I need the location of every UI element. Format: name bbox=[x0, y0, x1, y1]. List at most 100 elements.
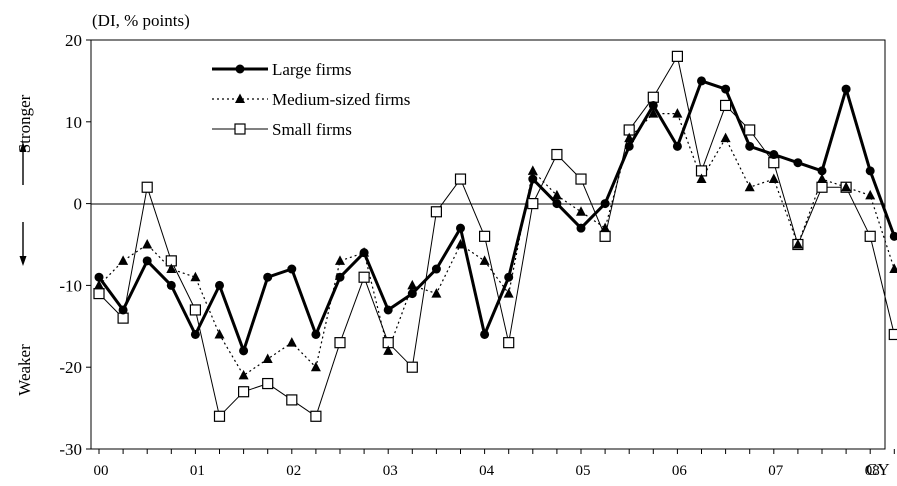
series-markers-0 bbox=[94, 76, 897, 356]
data-point bbox=[865, 166, 875, 176]
legend-label: Large firms bbox=[272, 60, 351, 79]
data-point bbox=[118, 255, 129, 265]
data-point bbox=[358, 271, 370, 283]
data-point bbox=[744, 124, 756, 136]
data-point bbox=[551, 189, 562, 200]
x-axis-label: CY bbox=[866, 460, 890, 479]
legend-label: Medium-sized firms bbox=[272, 90, 410, 109]
data-point bbox=[744, 181, 755, 192]
data-point bbox=[768, 157, 780, 169]
data-point bbox=[551, 148, 563, 161]
data-point bbox=[816, 181, 828, 193]
data-point bbox=[335, 255, 345, 265]
legend-marker bbox=[235, 64, 245, 74]
data-point bbox=[888, 328, 897, 341]
data-point bbox=[480, 329, 490, 339]
data-point bbox=[359, 248, 369, 258]
year-label: 01 bbox=[190, 463, 205, 479]
data-point bbox=[94, 279, 104, 290]
data-point bbox=[141, 181, 153, 193]
data-point bbox=[406, 361, 418, 373]
data-point bbox=[768, 173, 779, 184]
data-point bbox=[383, 305, 393, 315]
data-point bbox=[527, 198, 539, 210]
y-tick-label: -20 bbox=[59, 358, 82, 377]
data-point bbox=[745, 141, 755, 151]
data-point bbox=[696, 173, 707, 184]
data-point bbox=[817, 166, 827, 176]
data-point bbox=[118, 305, 128, 315]
data-point bbox=[215, 280, 224, 290]
data-point bbox=[383, 345, 394, 355]
data-point bbox=[286, 337, 297, 347]
data-point bbox=[719, 99, 732, 112]
year-label: 05 bbox=[576, 463, 591, 479]
legend-marker bbox=[235, 93, 245, 103]
data-point bbox=[624, 132, 635, 143]
data-point bbox=[576, 206, 586, 216]
data-point bbox=[600, 222, 611, 233]
data-point bbox=[263, 272, 273, 282]
data-point bbox=[697, 76, 706, 86]
data-point bbox=[335, 272, 345, 282]
weaker-arrow-head bbox=[19, 256, 27, 266]
data-point bbox=[238, 386, 250, 398]
data-point bbox=[648, 100, 658, 110]
data-point bbox=[720, 132, 731, 143]
data-point bbox=[166, 280, 176, 290]
unit-label: (DI, % points) bbox=[92, 11, 190, 30]
data-point bbox=[672, 141, 682, 151]
data-point bbox=[552, 199, 562, 209]
data-point bbox=[431, 264, 441, 274]
series-line-0 bbox=[97, 79, 896, 353]
data-point bbox=[889, 231, 897, 241]
data-point bbox=[456, 223, 465, 233]
data-point bbox=[889, 263, 897, 274]
data-point bbox=[311, 329, 321, 339]
data-point bbox=[647, 91, 659, 103]
stronger-arrow-head bbox=[19, 142, 27, 152]
data-point bbox=[841, 181, 852, 192]
y-tick-label: 0 bbox=[74, 195, 83, 214]
data-point bbox=[238, 369, 249, 380]
data-point bbox=[117, 312, 129, 324]
series-markers-2 bbox=[93, 50, 897, 422]
data-point bbox=[454, 173, 467, 185]
data-point bbox=[334, 337, 346, 349]
data-point bbox=[528, 174, 538, 184]
y-tick-label: 20 bbox=[65, 31, 82, 50]
data-point bbox=[479, 255, 490, 265]
data-point bbox=[94, 272, 104, 282]
year-label: 07 bbox=[768, 463, 784, 479]
data-point bbox=[310, 410, 322, 422]
data-point bbox=[455, 239, 466, 249]
data-point bbox=[189, 304, 201, 316]
y-tick-label: -30 bbox=[59, 440, 82, 459]
year-label: 08 bbox=[865, 463, 880, 479]
data-point bbox=[648, 108, 659, 118]
year-label: 03 bbox=[383, 463, 398, 479]
weaker-label: Weaker bbox=[15, 344, 34, 396]
series-line-1 bbox=[98, 112, 895, 376]
stronger-label: Stronger bbox=[15, 94, 34, 153]
data-point bbox=[624, 141, 634, 151]
data-point bbox=[142, 256, 152, 266]
data-point bbox=[407, 279, 418, 290]
year-label: 02 bbox=[286, 463, 301, 479]
data-point bbox=[817, 173, 827, 184]
data-point bbox=[504, 272, 514, 282]
year-label: 00 bbox=[94, 463, 109, 479]
data-point bbox=[599, 230, 611, 242]
data-point bbox=[600, 199, 610, 209]
year-label: 06 bbox=[672, 463, 688, 479]
legend-marker bbox=[234, 123, 246, 135]
data-point bbox=[503, 337, 515, 349]
series-line-2 bbox=[98, 55, 895, 417]
data-point bbox=[479, 230, 491, 242]
legend-label: Small firms bbox=[272, 120, 352, 139]
data-point bbox=[503, 288, 514, 298]
year-label: 04 bbox=[479, 463, 495, 479]
data-point bbox=[407, 289, 417, 299]
data-point bbox=[190, 271, 201, 282]
